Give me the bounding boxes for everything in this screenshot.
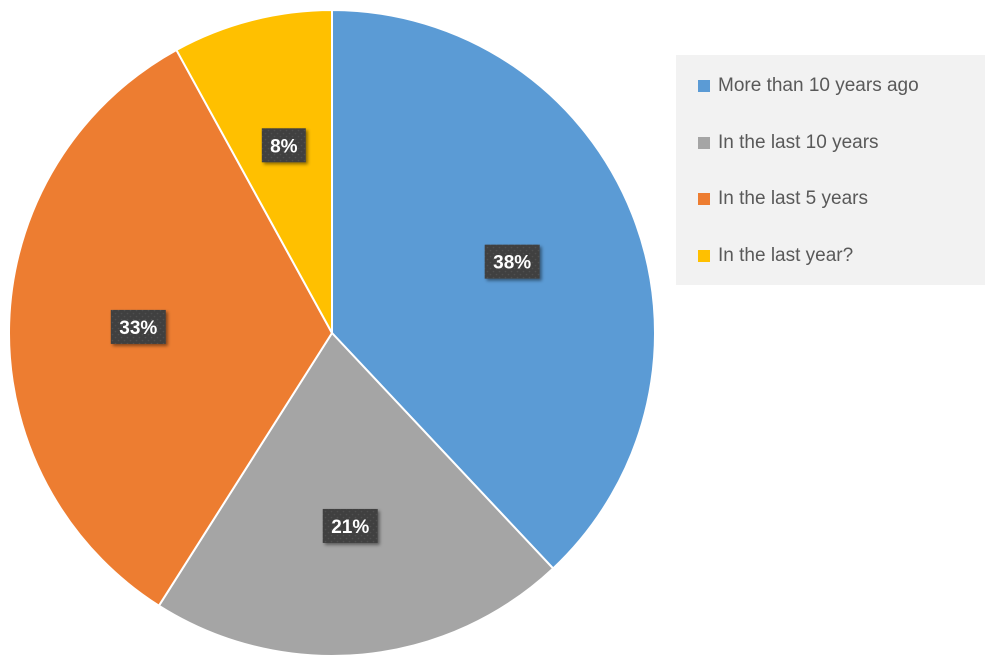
legend-label: In the last year? [718, 245, 854, 266]
pie-slice-in-the-last-5-years [8, 48, 333, 607]
pie-slice-in-the-last-10-years [157, 332, 555, 657]
legend-swatch-blue [698, 80, 710, 92]
legend-label: In the last 5 years [718, 188, 868, 209]
data-label-text: 21% [331, 517, 369, 538]
legend-swatch-yellow [698, 250, 710, 262]
legend-item-in-the-last-year: In the last year? [698, 244, 853, 268]
legend-label: In the last 10 years [718, 132, 879, 153]
pie-slice-in-the-last-year [175, 9, 333, 334]
legend-item-in-the-last-10-years: In the last 10 years [698, 131, 879, 155]
data-label-more-than-10-years-ago: 38% [484, 244, 540, 279]
legend-item-more-than-10-years-ago: More than 10 years ago [698, 74, 919, 98]
data-label-in-the-last-10-years: 21% [322, 508, 378, 543]
data-label-text: 8% [270, 136, 298, 157]
pie-slice-more-than-10-years-ago [331, 9, 656, 570]
pie-data-labels: 38% 21% 33% 8% [110, 128, 540, 543]
legend-swatch-gray [698, 137, 710, 149]
data-label-background [322, 508, 378, 543]
legend-item-in-the-last-5-years: In the last 5 years [698, 187, 868, 211]
legend: More than 10 years ago In the last 10 ye… [676, 55, 985, 285]
legend-swatch-orange [698, 193, 710, 205]
data-label-text: 38% [493, 253, 531, 274]
legend-label: More than 10 years ago [718, 75, 919, 96]
pie-slices [8, 9, 656, 657]
data-label-text: 33% [119, 318, 157, 339]
data-label-background [261, 128, 306, 163]
data-label-in-the-last-5-years: 33% [110, 309, 166, 344]
data-label-background [110, 309, 166, 344]
data-label-background [484, 244, 540, 279]
data-label-in-the-last-year: 8% [261, 128, 306, 163]
